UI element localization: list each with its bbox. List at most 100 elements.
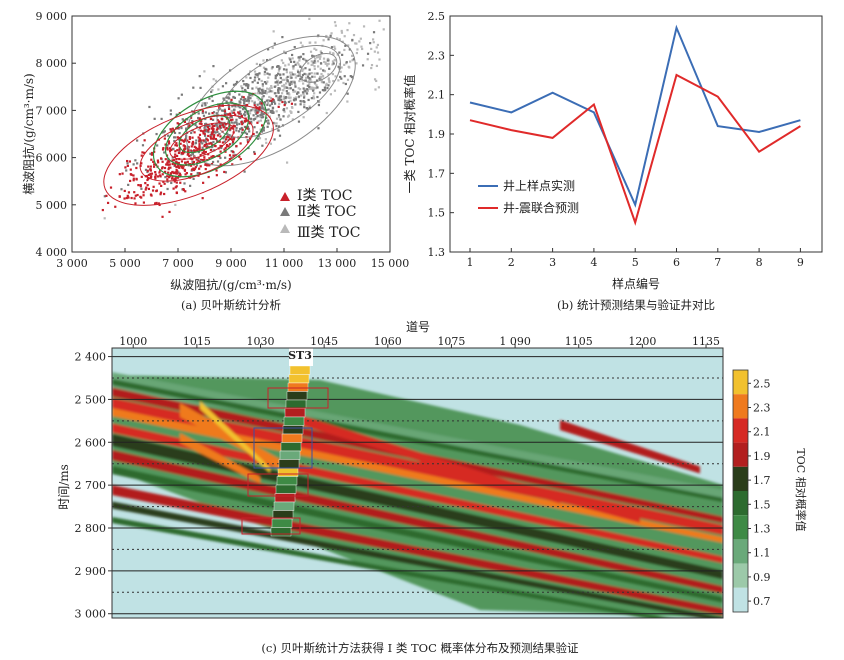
scatter-point [327, 38, 330, 41]
scatter-point [286, 92, 289, 95]
density-contour [178, 114, 231, 154]
scatter-point [245, 99, 248, 102]
scatter-point [234, 153, 237, 157]
scatter-point [191, 143, 194, 146]
scatter-point [261, 83, 264, 86]
scatter-point [210, 127, 213, 130]
scatter-point [264, 89, 267, 93]
scatter-point [292, 73, 295, 76]
well-sample [277, 467, 299, 477]
scatter-point [141, 144, 145, 147]
scatter-point [198, 160, 202, 163]
scatter-point [103, 217, 106, 220]
scatter-point [310, 97, 313, 100]
scatter-point [155, 132, 158, 136]
scatter-point [200, 148, 203, 152]
scatter-point [166, 146, 169, 149]
scatter-point [230, 109, 233, 113]
scatter-point [205, 101, 208, 105]
scatter-point [227, 107, 231, 111]
scatter-point [216, 160, 220, 163]
scatter-point [190, 145, 193, 148]
scatter-point [166, 178, 169, 181]
scatter-point [164, 158, 167, 161]
scatter-point [207, 134, 210, 138]
scatter-point [308, 79, 311, 83]
scatter-point [150, 158, 153, 161]
scatter-point [298, 88, 302, 91]
scatter-point [239, 142, 242, 145]
scatter-point [289, 82, 292, 85]
scatter-point [302, 57, 305, 61]
scatter-point [284, 51, 287, 55]
validation-box [267, 387, 329, 409]
scatter-point [286, 75, 289, 79]
scatter-point [175, 181, 178, 184]
scatter-point [343, 35, 346, 38]
scatter-point [191, 136, 194, 139]
panel-a-y-ticks: 4 000 5 000 6 000 7 000 8 000 9 000 [36, 10, 76, 259]
scatter-point [173, 180, 176, 183]
scatter-point [257, 98, 260, 101]
scatter-point [229, 100, 232, 103]
scatter-point [139, 184, 142, 187]
scatter-point [197, 112, 200, 115]
x-tick-label: 5 000 [109, 257, 141, 270]
probability-band [112, 517, 669, 618]
scatter-point [205, 162, 208, 165]
colorbar-tick-label: 0.9 [753, 571, 771, 584]
scatter-point [135, 166, 138, 170]
scatter-point [203, 132, 206, 136]
panel-c-xlabel: 道号 [406, 320, 430, 334]
scatter-point [192, 86, 195, 89]
scatter-point [283, 102, 287, 105]
scatter-point [173, 155, 176, 158]
panel-a-x-ticks: 3 000 5 000 7 000 9 000 11 000 13 000 15 000 [56, 248, 409, 270]
colorbar-swatch [733, 515, 748, 540]
scatter-point [109, 186, 113, 189]
scatter-point [308, 87, 311, 90]
scatter-point [136, 139, 139, 142]
colorbar-tick-label: 1.1 [753, 547, 771, 560]
scatter-point [132, 174, 135, 177]
y-tick-label: 1.3 [428, 246, 446, 259]
scatter-point [193, 110, 196, 113]
scatter-point [301, 91, 305, 94]
scatter-point [253, 150, 256, 154]
scatter-point [261, 96, 264, 99]
scatter-point [188, 140, 191, 144]
density-contour [169, 122, 235, 160]
scatter-point [251, 100, 254, 103]
scatter-point [303, 106, 306, 109]
scatter-point [233, 96, 237, 99]
scatter-point [215, 169, 218, 172]
scatter-point [218, 122, 221, 125]
scatter-point [248, 122, 251, 125]
scatter-point [352, 58, 355, 61]
scatter-point [317, 103, 321, 107]
scatter-point [297, 95, 301, 98]
scatter-point [278, 115, 281, 119]
scatter-point [289, 110, 292, 113]
scatter-point [203, 102, 206, 105]
scatter-point [227, 136, 230, 139]
scatter-point [244, 89, 247, 93]
well-sample [273, 501, 295, 511]
scatter-point [204, 117, 207, 121]
scatter-point [204, 141, 208, 144]
scatter-point [316, 95, 319, 99]
scatter-point [258, 102, 261, 105]
scatter-point [306, 75, 310, 78]
scatter-point [290, 82, 294, 86]
scatter-point [182, 167, 185, 170]
scatter-point [154, 173, 157, 176]
scatter-point [260, 130, 264, 133]
scatter-point [146, 169, 149, 172]
scatter-point [232, 111, 236, 114]
scatter-point [372, 31, 376, 34]
scatter-point [331, 60, 335, 63]
scatter-point [257, 120, 260, 123]
scatter-point [208, 142, 211, 145]
scatter-point [231, 89, 234, 92]
well-sample [284, 408, 306, 418]
